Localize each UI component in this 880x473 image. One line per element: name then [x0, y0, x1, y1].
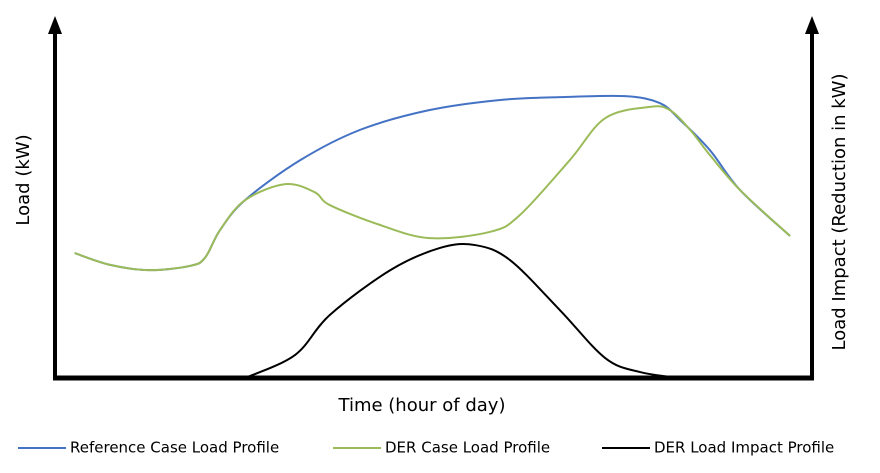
series-line — [74, 105, 791, 272]
y2-axis-arrow — [805, 16, 819, 34]
x-axis-label: Time (hour of day) — [338, 395, 506, 416]
y-axis-arrow — [48, 16, 62, 34]
axes — [48, 16, 819, 381]
legend-text: DER Case Load Profile — [385, 439, 550, 457]
y2-axis-label: Load Impact (Reduction in kW) — [829, 74, 850, 351]
legend-text: Reference Case Load Profile — [70, 439, 279, 457]
series-line — [244, 242, 681, 379]
legend-item: DER Case Load Profile — [333, 439, 550, 457]
legend-item: Reference Case Load Profile — [18, 439, 279, 457]
legend-item: DER Load Impact Profile — [602, 439, 834, 457]
legend-text: DER Load Impact Profile — [654, 439, 834, 457]
y-axis-label: Load (kW) — [13, 134, 34, 225]
